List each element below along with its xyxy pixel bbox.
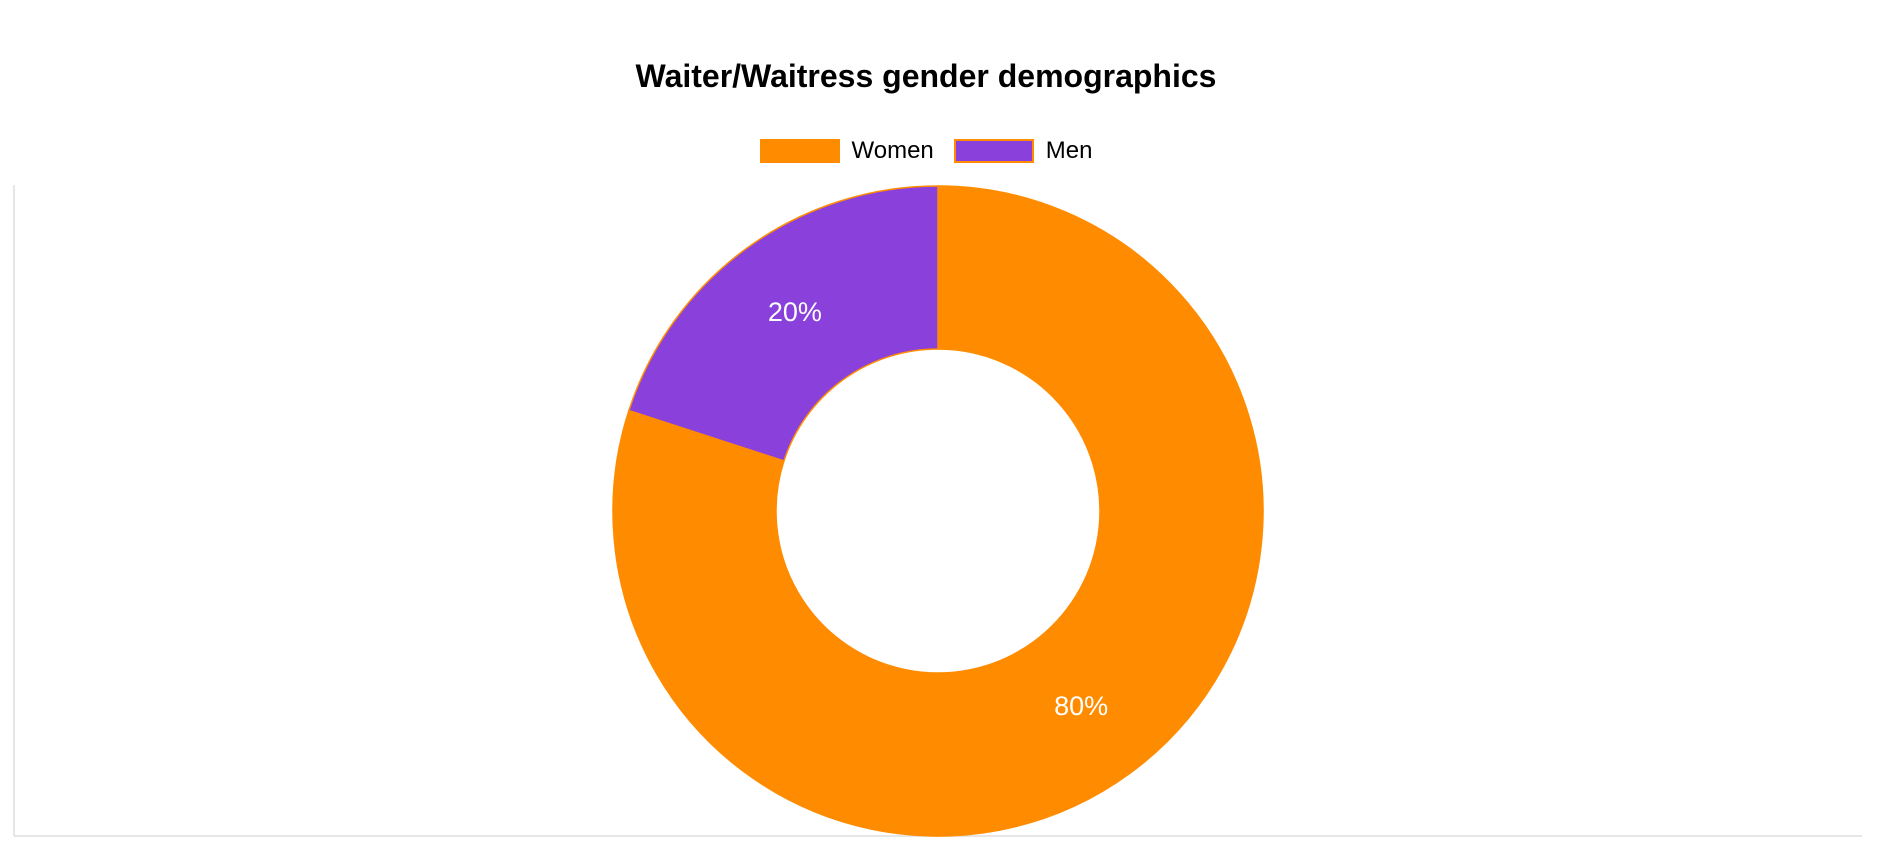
slices-group [612, 185, 1264, 837]
legend-item-men[interactable]: Men [953, 137, 1093, 165]
slice-label-men: 20% [768, 297, 822, 327]
slice-men[interactable] [627, 185, 939, 462]
legend-label-men: Men [1045, 137, 1093, 164]
slice-labels-group: 80% 20% [768, 297, 1108, 721]
legend-swatch-women [759, 139, 840, 163]
legend-swatch-men [953, 139, 1034, 163]
slice-women[interactable] [612, 185, 1264, 837]
chart-title: Waiter/Waitress gender demographics [635, 58, 1217, 94]
slice-label-women: 80% [1054, 691, 1108, 721]
legend-label-women: Women [851, 137, 934, 164]
legend-item-women[interactable]: Women [759, 137, 934, 165]
chart-legend: Women Men [0, 137, 1852, 165]
